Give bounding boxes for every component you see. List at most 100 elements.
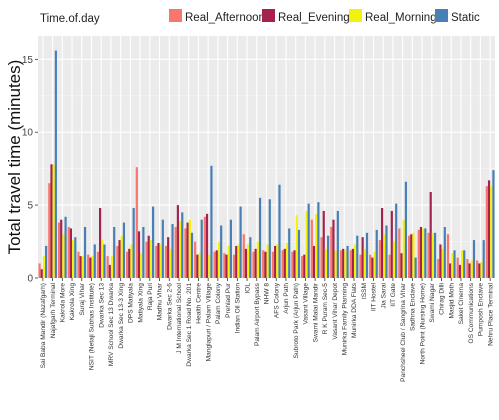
bar-real-afternoon xyxy=(320,237,323,278)
x-tick-label: Manglapuri / Palam Village xyxy=(205,283,212,362)
x-tick-label: DPS Matiyala xyxy=(128,283,135,323)
bar-real-morning xyxy=(208,254,211,278)
bar-real-morning xyxy=(247,244,250,278)
x-tick-label: NSIT (Netaji Subhas Institute) xyxy=(89,283,96,370)
bar-real-afternoon xyxy=(281,250,284,278)
x-tick-label: IIT Hostel xyxy=(371,282,378,311)
legend-key-real-afternoon xyxy=(169,9,182,22)
bar-real-evening xyxy=(449,263,452,278)
bar-real-afternoon xyxy=(310,219,313,278)
x-tick-label: Swami Malai Mandir xyxy=(312,282,319,342)
bar-real-evening xyxy=(69,228,73,278)
bar-real-morning xyxy=(266,244,269,278)
bar-real-evening xyxy=(147,235,150,278)
bar-real-evening xyxy=(99,208,102,278)
bar-real-evening xyxy=(361,237,364,278)
bar-static xyxy=(307,203,310,278)
bar-real-evening xyxy=(225,254,228,278)
bar-static xyxy=(249,237,252,278)
bar-static xyxy=(83,226,87,278)
bar-real-evening xyxy=(186,222,189,278)
bar-static xyxy=(365,232,369,278)
bar-real-afternoon xyxy=(339,250,343,278)
bar-static xyxy=(375,229,378,278)
x-tick-label: MRV School Sec 13 Dwarka xyxy=(108,283,115,366)
x-tick-label: R K Puram Sec-5 xyxy=(322,283,329,335)
legend-key-real-evening xyxy=(262,9,275,22)
bar-real-morning xyxy=(198,253,201,278)
bar-static xyxy=(229,219,232,278)
bar-real-evening xyxy=(439,244,442,278)
bar-real-evening xyxy=(419,226,423,278)
bar-real-morning xyxy=(217,241,221,278)
x-tick-label: IOL xyxy=(244,283,251,294)
bar-static xyxy=(181,212,184,278)
bar-static xyxy=(45,245,48,278)
bar-real-morning xyxy=(470,260,473,278)
bar-real-morning xyxy=(412,232,415,278)
x-tick-label: Madhu Vihar xyxy=(157,282,164,320)
bar-real-evening xyxy=(390,210,393,278)
legend-title: Time.of.day xyxy=(40,13,100,25)
bar-real-afternoon xyxy=(271,251,275,278)
bar-real-afternoon xyxy=(417,229,420,278)
bar-real-evening xyxy=(50,164,53,278)
bar-real-evening xyxy=(235,245,238,278)
bar-real-afternoon xyxy=(57,222,61,278)
x-tick-label: Sai Baba Mandir (Nazafgarh) xyxy=(40,283,47,368)
y-axis-title: Total travel time (minutes) xyxy=(5,60,24,255)
bar-real-evening xyxy=(157,243,160,278)
y-tick-label: 15 xyxy=(22,55,34,66)
bar-static xyxy=(297,229,301,278)
bar-real-morning xyxy=(285,243,289,278)
bar-real-evening xyxy=(244,248,248,278)
bar-real-evening xyxy=(351,248,355,278)
bar-real-morning xyxy=(276,244,279,278)
bar-real-afternoon xyxy=(466,259,469,278)
bar-real-afternoon xyxy=(164,245,168,278)
bar-real-afternoon xyxy=(291,251,294,278)
bar-real-morning xyxy=(431,232,434,278)
x-tick-label: Dwarka Sec 2-6 xyxy=(166,283,173,330)
x-tick-label: Palam Airport Bypass xyxy=(254,282,261,346)
bar-real-evening xyxy=(274,245,277,278)
bar-real-afternoon xyxy=(116,245,119,278)
legend-label: Static xyxy=(451,12,480,24)
bar-static xyxy=(492,170,495,278)
bar-static xyxy=(278,184,281,278)
bar-real-morning xyxy=(373,251,376,278)
bar-real-evening xyxy=(60,219,63,278)
bar-static xyxy=(190,232,194,278)
bar-real-afternoon xyxy=(427,232,430,278)
bar-real-evening xyxy=(293,250,296,278)
bar-static xyxy=(385,225,388,278)
bar-real-afternoon xyxy=(369,254,372,278)
bar-static xyxy=(210,165,213,278)
bar-real-afternoon xyxy=(330,226,333,278)
x-tick-label: Indian Oil Station xyxy=(235,283,242,334)
bar-real-morning xyxy=(227,245,230,278)
bar-real-evening xyxy=(380,208,384,278)
bar-real-afternoon xyxy=(437,259,440,278)
x-tick-label: Nehru Place Terminal xyxy=(487,282,494,345)
bar-real-afternoon xyxy=(87,254,90,278)
bar-real-evening xyxy=(322,210,325,278)
bar-static xyxy=(424,228,427,278)
bar-static xyxy=(239,206,242,278)
bar-real-afternoon xyxy=(77,251,80,278)
x-tick-label: Dwarka Sec 13-3 Xing xyxy=(118,283,125,349)
bar-real-afternoon xyxy=(203,216,206,278)
bar-real-afternoon xyxy=(145,241,148,278)
bar-real-evening xyxy=(478,263,481,278)
x-tick-label: Dwarka Sec 1 Road No. 201 xyxy=(186,283,193,367)
bar-static xyxy=(152,206,155,278)
x-tick-label: Palam Colony xyxy=(215,282,222,324)
x-tick-label: Munirka Family Planning xyxy=(341,283,348,356)
bar-static xyxy=(317,202,320,278)
bar-real-afternoon xyxy=(388,254,391,278)
bar-real-afternoon xyxy=(262,250,265,278)
bar-static xyxy=(113,226,116,278)
bar-static xyxy=(171,224,174,278)
x-tick-label: Swami Nagar xyxy=(429,282,436,322)
bar-static xyxy=(327,235,330,278)
